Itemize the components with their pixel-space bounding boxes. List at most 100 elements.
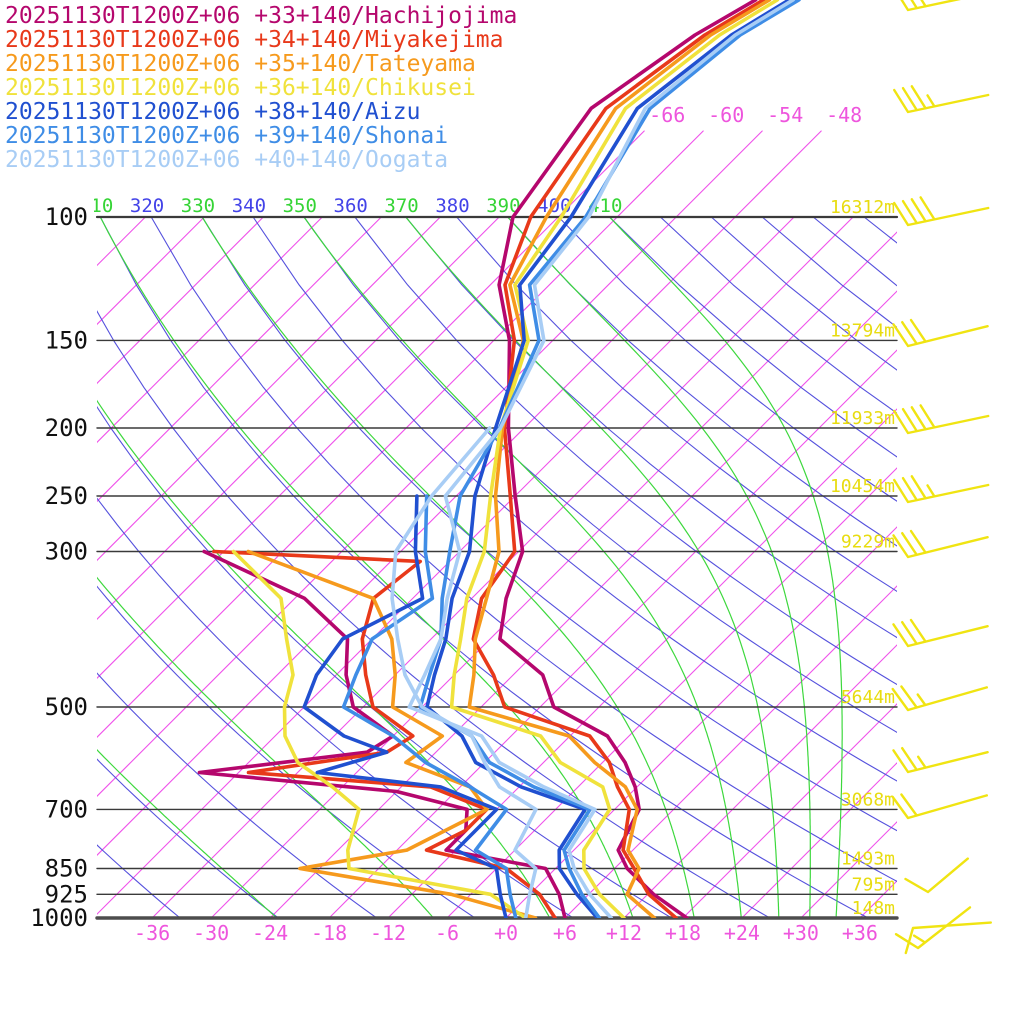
temperature-curve-miyakejima — [471, 0, 766, 918]
legend-station: +33+140/Hachijojima — [240, 3, 518, 29]
temperature-axis-label: -6 — [435, 921, 459, 945]
temperature-curve-hachijojima — [497, 0, 758, 918]
wind-barb-icon — [892, 618, 989, 648]
moist-adiabats — [97, 217, 843, 918]
moist-adiabat-label: 310 — [79, 195, 113, 217]
dry-adiabat-label: 340 — [232, 195, 266, 217]
legend-datetime: 20251130T1200Z+06 — [5, 123, 241, 149]
altitude-label: 9229m — [841, 531, 895, 552]
isotherm-line — [97, 217, 559, 679]
wind-barb-icon — [892, 318, 989, 348]
legend: 20251130T1200Z+06 +33+140/Hachijojima 202… — [5, 4, 517, 172]
temperature-axis-label: +18 — [665, 921, 701, 945]
temperature-axis-label: -24 — [252, 921, 288, 945]
legend-entry: 20251130T1200Z+06 +35+140/Tateyama — [5, 52, 517, 76]
pressure-axis-label: 200 — [45, 414, 88, 442]
wind-barb-icon — [893, 475, 990, 504]
temperature-axis-label: -18 — [311, 921, 347, 945]
isotherm-line — [97, 217, 264, 385]
legend-entry: 20251130T1200Z+06 +36+140/Chikusei — [5, 76, 517, 100]
isotherm-line — [978, 217, 1024, 918]
moist-adiabat-label: 350 — [283, 195, 317, 217]
isotherm-top-label: -66 — [649, 103, 685, 127]
pressure-axis-label: 100 — [45, 203, 88, 231]
dewpoint-curve-tateyama — [246, 549, 538, 918]
altitude-label: 5644m — [841, 687, 895, 708]
legend-datetime: 20251130T1200Z+06 — [5, 51, 241, 77]
dry-adiabat-label: 360 — [334, 195, 368, 217]
isotherm-top-label: -54 — [767, 103, 803, 127]
isotherm-line — [741, 762, 897, 918]
legend-datetime: 20251130T1200Z+06 — [5, 75, 241, 101]
dry-adiabat-line — [915, 217, 1024, 918]
isotherm-line — [682, 703, 897, 918]
isotherm-line — [734, 130, 822, 218]
temperature-curve-oogata — [407, 0, 795, 918]
temperature-axis-label: +36 — [842, 921, 878, 945]
isotherm-line — [616, 130, 704, 218]
legend-datetime: 20251130T1200Z+06 — [5, 27, 241, 53]
pressure-axis-label: 500 — [45, 693, 88, 721]
altitude-label: 10454m — [830, 476, 895, 497]
legend-datetime: 20251130T1200Z+06 — [5, 147, 241, 173]
legend-entry: 20251130T1200Z+06 +33+140/Hachijojima — [5, 4, 517, 28]
wind-barb-icon — [893, 85, 990, 114]
temperature-curve-chikusei — [449, 0, 780, 918]
altitude-label: 795m — [852, 874, 895, 895]
isotherm-line — [505, 526, 897, 918]
altitude-label: 16312m — [830, 197, 895, 218]
legend-station: +34+140/Miyakejima — [240, 27, 504, 53]
wind-barb-icon — [900, 0, 961, 12]
isotherm-line — [97, 217, 205, 326]
pressure-axis-label: 300 — [45, 537, 88, 565]
pressure-axis-label: 850 — [45, 855, 88, 883]
moist-adiabat-label: 390 — [486, 195, 520, 217]
temperature-axis-label: +0 — [494, 921, 518, 945]
legend-entry: 20251130T1200Z+06 +39+140/Shonai — [5, 124, 517, 148]
temperature-axis-label: -30 — [193, 921, 229, 945]
dewpoint-curve-hachijojima — [197, 549, 567, 918]
altitude-label: 3068m — [841, 789, 895, 810]
temperature-axis-label: +24 — [724, 921, 760, 945]
wind-barb-icon — [892, 529, 989, 559]
wind-barb-icon — [893, 196, 990, 227]
pressure-axis-label: 700 — [45, 795, 88, 823]
altitude-label: 148m — [852, 898, 895, 919]
dewpoint-curve-chikusei — [231, 549, 528, 918]
dewpoint-curve-oogata — [390, 426, 538, 918]
legend-station: +35+140/Tateyama — [240, 51, 476, 77]
pressure-axis-label: 925 — [45, 880, 88, 908]
legend-station: +40+140/Oogata — [240, 147, 449, 173]
isotherm-line — [675, 130, 763, 218]
isotherm-top-label: -48 — [826, 103, 862, 127]
altitude-label: 11933m — [830, 408, 895, 429]
legend-entry: 20251130T1200Z+06 +38+140/Aizu — [5, 100, 517, 124]
isotherm-line — [97, 217, 795, 915]
legend-entry: 20251130T1200Z+06 +40+140/Oogata — [5, 148, 517, 172]
pressure-axis-label: 1000 — [30, 904, 88, 932]
altitude-label: 1493m — [841, 849, 895, 870]
legend-entry: 20251130T1200Z+06 +34+140/Miyakejima — [5, 28, 517, 52]
dewpoint-curve-miyakejima — [212, 549, 557, 918]
dewpoint-curve-shonai — [341, 494, 518, 918]
wind-barb-icon — [891, 793, 988, 820]
dry-adiabat-line — [966, 217, 1024, 918]
isotherm-line — [97, 217, 323, 444]
pressure-axis-label: 150 — [45, 326, 88, 354]
isotherm-top-label: -60 — [708, 103, 744, 127]
isotherm-line — [269, 290, 897, 918]
isotherm-line — [97, 217, 618, 738]
temperature-axis-label: -12 — [370, 921, 406, 945]
legend-station: +38+140/Aizu — [240, 99, 421, 125]
isotherm-line — [328, 349, 897, 918]
isotherm-line — [97, 217, 441, 562]
wind-barb-icon — [904, 921, 992, 955]
dry-adiabat-line — [608, 217, 897, 458]
legend-datetime: 20251130T1200Z+06 — [5, 99, 241, 125]
isotherm-line — [97, 217, 382, 503]
isotherm-line — [919, 217, 1024, 918]
dry-adiabat-label: 320 — [130, 195, 164, 217]
